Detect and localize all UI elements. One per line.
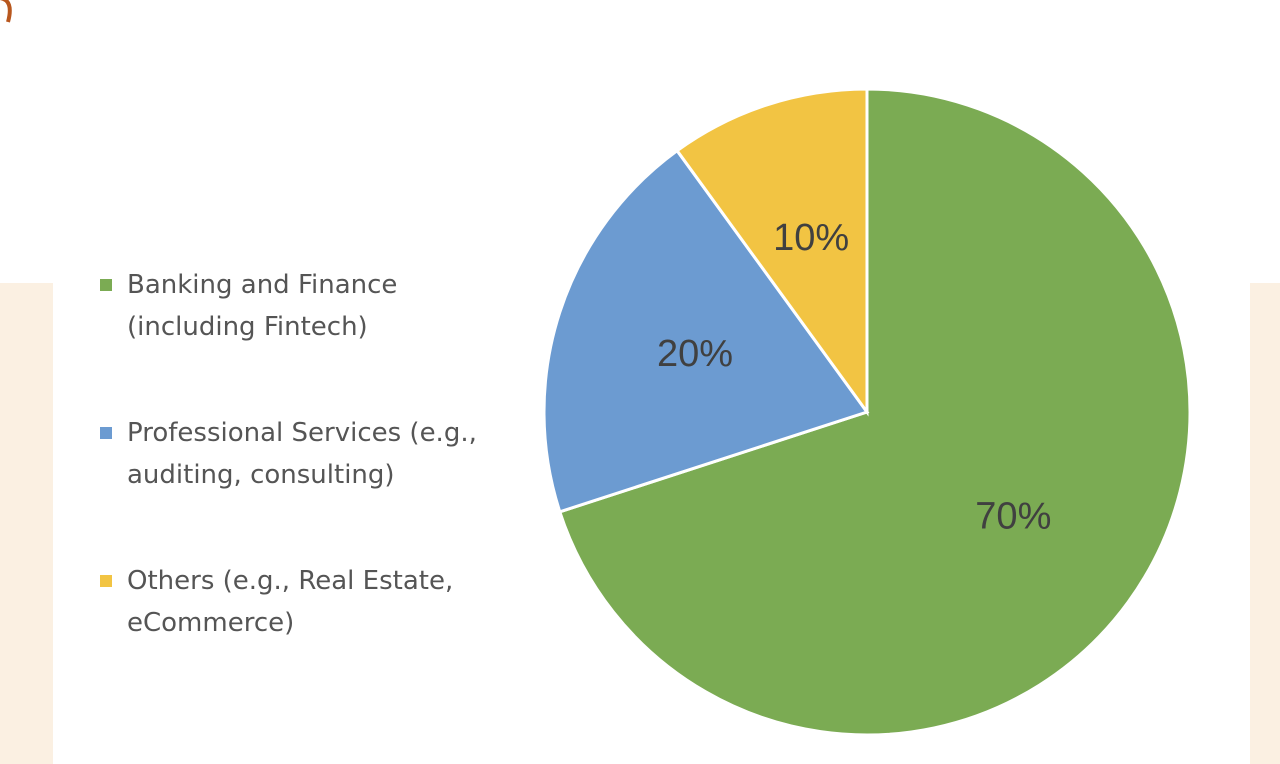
legend-item: Others (e.g., Real Estate, eCommerce) — [100, 560, 500, 644]
pie-slice — [542, 148, 870, 514]
pie-slice — [557, 87, 1192, 737]
side-panel — [0, 283, 53, 764]
side-panel — [1250, 283, 1280, 764]
legend-swatch — [100, 575, 112, 587]
legend-swatch — [100, 279, 112, 291]
legend-item: Banking and Finance (including Fintech) — [100, 264, 500, 348]
decoration — [0, 0, 12, 23]
data-label: 20% — [657, 333, 733, 375]
data-label: 70% — [975, 495, 1051, 537]
legend-label: Professional Services (e.g., auditing, c… — [127, 418, 477, 490]
legend-label: Banking and Finance (including Fintech) — [127, 270, 398, 342]
legend-swatch — [100, 427, 112, 439]
pie-slice — [675, 87, 869, 417]
data-label: 10% — [773, 217, 849, 259]
legend-item: Professional Services (e.g., auditing, c… — [100, 412, 500, 496]
legend-label: Others (e.g., Real Estate, eCommerce) — [127, 566, 454, 638]
